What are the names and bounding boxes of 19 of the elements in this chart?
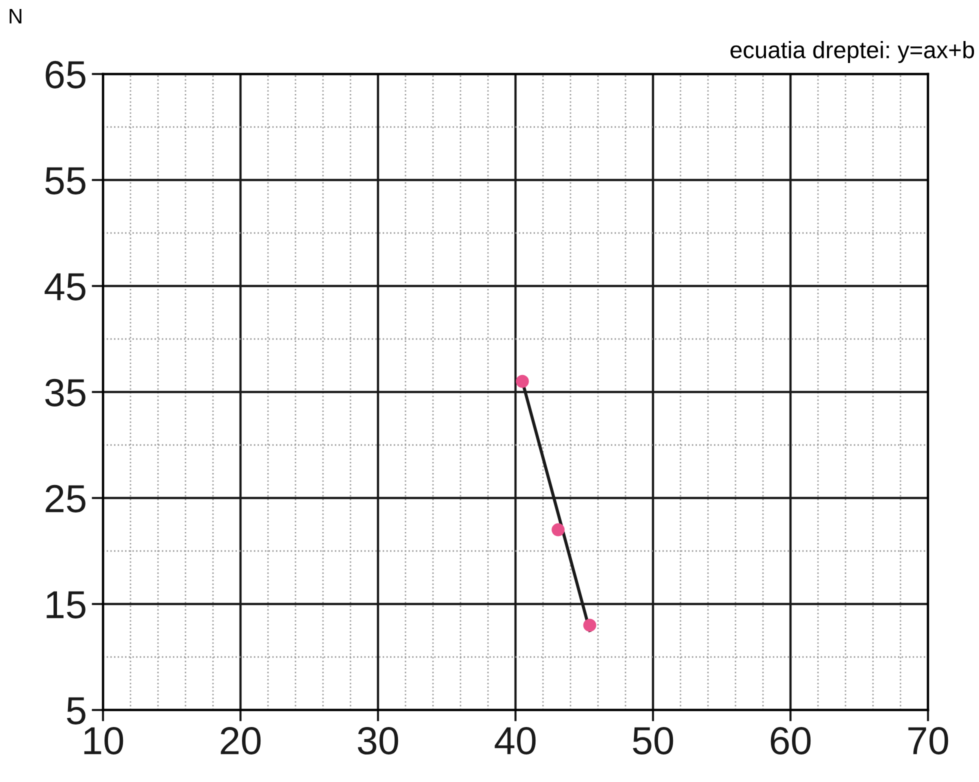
x-tick-label: 60: [770, 727, 811, 755]
y-tick-label: 15: [46, 591, 86, 618]
y-tick-label: 25: [46, 484, 86, 512]
y-tick-label: 65: [46, 60, 86, 88]
point: [552, 523, 565, 536]
y-tick-label: 45: [44, 273, 86, 300]
y-axis-title: N: [10, 9, 22, 24]
x-tick-label: 10: [84, 727, 124, 755]
y-tick-label: 5: [66, 697, 86, 724]
y-tick-label: 55: [45, 167, 86, 194]
x-tick-label: 70: [908, 727, 948, 755]
point: [516, 374, 529, 388]
x-tick-label: 30: [358, 727, 398, 755]
point: [583, 618, 596, 632]
x-tick-label: 40: [494, 727, 536, 755]
y-tick-label: 35: [45, 378, 86, 406]
text: ecuatia dreptei: y=ax+b: [730, 40, 974, 64]
x-tick-label: 20: [220, 727, 261, 755]
x-tick-label: 50: [632, 727, 674, 755]
